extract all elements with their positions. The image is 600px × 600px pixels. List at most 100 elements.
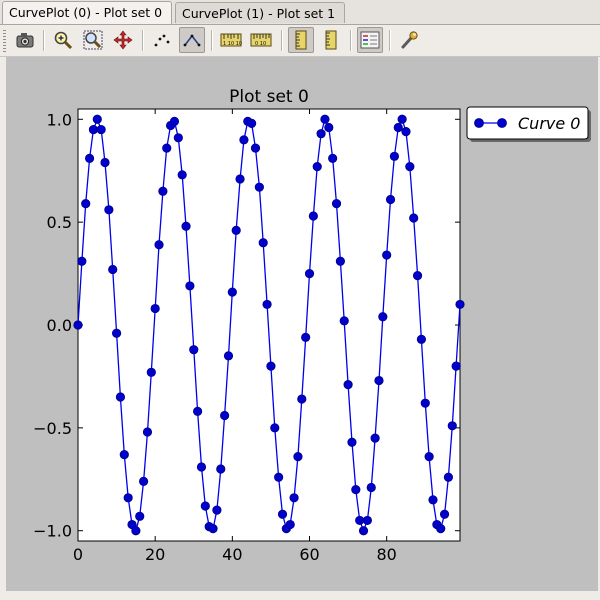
data-point <box>439 509 450 519</box>
data-point <box>77 256 87 266</box>
curve-plot[interactable]: Plot set 0 0 20 40 60 80 1.0 0.5 0.0 −0.5 −1.0 C… <box>6 57 598 591</box>
data-point <box>312 162 322 172</box>
data-point <box>416 334 427 344</box>
data-point <box>301 332 311 342</box>
data-point <box>196 462 207 472</box>
svg-text:0 10: 0 10 <box>255 41 266 47</box>
points-mode-icon <box>154 34 170 47</box>
x-tick-label: 0 <box>73 545 83 564</box>
tab-curveplot-1[interactable]: CurvePlot (1) - Plot set 1 <box>175 2 345 23</box>
data-point <box>274 472 284 482</box>
x-tick-label: 20 <box>145 545 165 564</box>
y-tick-label: −1.0 <box>33 522 72 541</box>
toolbar-separator <box>142 30 144 51</box>
data-point <box>366 482 376 493</box>
vertical-scale-icon <box>325 30 337 50</box>
legend-icon <box>360 31 380 49</box>
data-point <box>451 361 461 371</box>
data-point <box>212 505 222 515</box>
data-point <box>308 211 318 221</box>
plot-toolbar: 1 10 100 0 10 <box>0 25 600 57</box>
horizontal-scale-button[interactable] <box>288 27 314 53</box>
data-point <box>447 421 457 431</box>
legend-button[interactable] <box>357 27 383 53</box>
data-point <box>409 213 419 223</box>
data-point <box>162 143 172 153</box>
data-point <box>154 240 164 250</box>
data-point <box>73 320 83 330</box>
data-point <box>455 299 465 310</box>
series-line <box>77 117 461 533</box>
legend-marker <box>474 118 484 128</box>
data-point <box>316 129 326 139</box>
y-axis: 1.0 0.5 0.0 −0.5 −1.0 <box>33 110 460 541</box>
data-point <box>92 114 102 124</box>
zoom-in-button[interactable] <box>50 27 76 53</box>
data-point <box>347 437 357 447</box>
data-point <box>84 153 95 163</box>
vertical-scale-button[interactable] <box>318 27 344 53</box>
data-point <box>289 493 299 503</box>
data-point <box>150 303 160 314</box>
data-point <box>247 118 257 129</box>
data-point <box>397 114 407 124</box>
zoom-out-icon <box>83 30 103 50</box>
data-point <box>270 423 280 433</box>
data-point <box>185 281 195 291</box>
data-point <box>123 493 133 503</box>
data-point <box>235 174 245 184</box>
data-point <box>223 351 234 361</box>
x-tick-label: 40 <box>222 545 242 564</box>
data-point <box>173 133 183 143</box>
data-point <box>362 515 372 526</box>
data-point <box>382 250 392 260</box>
settings-button[interactable] <box>396 27 422 53</box>
data-point <box>304 268 315 279</box>
x-tick-label: 60 <box>299 545 319 564</box>
lines-mode-icon <box>183 34 201 47</box>
vertical-axis-log-button[interactable]: 0 10 <box>248 27 274 53</box>
data-point <box>262 299 272 310</box>
horizontal-scale-icon <box>295 30 307 50</box>
data-point <box>227 287 237 297</box>
y-tick-label: 1.0 <box>47 110 72 129</box>
snapshot-button[interactable] <box>12 27 38 53</box>
data-point <box>374 375 384 386</box>
data-point <box>424 452 434 462</box>
svg-text:1 10 100: 1 10 100 <box>223 41 242 47</box>
data-point <box>111 328 122 338</box>
data-point <box>115 392 126 402</box>
tab-curveplot-0[interactable]: CurvePlot (0) - Plot set 0 <box>2 1 172 24</box>
series-curve-0 <box>73 114 465 536</box>
data-point <box>351 484 361 495</box>
data-point <box>335 256 345 266</box>
data-point <box>177 170 187 180</box>
data-point <box>293 452 303 462</box>
data-point <box>393 122 403 133</box>
zoom-out-button[interactable] <box>80 27 106 53</box>
data-point <box>254 182 264 192</box>
points-mode-button[interactable] <box>149 27 175 53</box>
data-point <box>108 264 118 275</box>
toolbar-grip[interactable] <box>3 30 6 52</box>
y-tick-label: 0.0 <box>47 316 72 335</box>
chart-title: Plot set 0 <box>229 87 309 107</box>
legend-box <box>466 106 589 140</box>
data-point <box>119 449 129 460</box>
data-point <box>389 151 400 161</box>
x-axis: 0 20 40 60 80 <box>73 109 397 564</box>
data-point <box>297 394 307 404</box>
tab-bar: CurvePlot (0) - Plot set 0 CurvePlot (1)… <box>0 0 600 25</box>
data-point <box>169 116 180 126</box>
pan-button[interactable] <box>110 27 136 53</box>
data-point <box>104 205 114 215</box>
data-point <box>331 199 342 209</box>
toolbar-separator <box>350 30 352 51</box>
y-tick-label: 0.5 <box>47 213 72 232</box>
plot-canvas[interactable]: Plot set 0 0 20 40 60 80 1.0 0.5 0.0 −0.5 −1.0 C… <box>6 57 598 591</box>
data-point <box>231 225 241 235</box>
legend[interactable]: Curve 0 <box>466 106 591 142</box>
data-point <box>412 271 423 281</box>
lines-mode-button[interactable] <box>179 27 205 53</box>
horizontal-axis-log-button[interactable]: 1 10 100 <box>218 27 244 53</box>
